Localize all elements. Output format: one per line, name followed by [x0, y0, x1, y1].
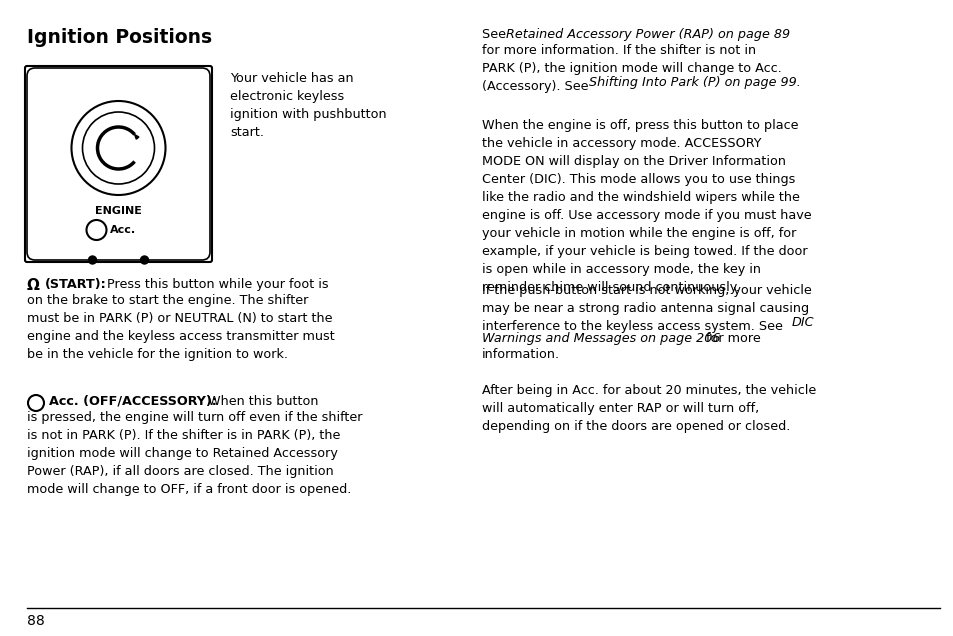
Text: Retained Accessory Power (RAP) on page 89: Retained Accessory Power (RAP) on page 8…: [505, 28, 789, 41]
Text: for more information. If the shifter is not in
PARK (P), the ignition mode will : for more information. If the shifter is …: [481, 44, 781, 93]
Text: is pressed, the engine will turn off even if the shifter
is not in PARK (P). If : is pressed, the engine will turn off eve…: [27, 411, 362, 496]
Text: When the engine is off, press this button to place
the vehicle in accessory mode: When the engine is off, press this butto…: [481, 119, 811, 294]
Text: for more: for more: [701, 332, 760, 345]
Text: Press this button while your foot is: Press this button while your foot is: [103, 278, 328, 291]
Text: Your vehicle has an
electronic keyless
ignition with pushbutton
start.: Your vehicle has an electronic keyless i…: [230, 72, 386, 139]
Text: If the push-button start is not working, your vehicle
may be near a strong radio: If the push-button start is not working,…: [481, 284, 811, 333]
Text: When this button: When this button: [204, 395, 318, 408]
Text: ENGINE: ENGINE: [95, 206, 142, 216]
Text: Acc. (OFF/ACCESSORY):: Acc. (OFF/ACCESSORY):: [49, 395, 216, 408]
Text: Ω: Ω: [27, 278, 40, 293]
Text: Acc.: Acc.: [111, 225, 136, 235]
Text: Ignition Positions: Ignition Positions: [27, 28, 212, 47]
FancyBboxPatch shape: [27, 68, 210, 260]
Text: After being in Acc. for about 20 minutes, the vehicle
will automatically enter R: After being in Acc. for about 20 minutes…: [481, 384, 816, 433]
Text: Shifting Into Park (P) on page 99.: Shifting Into Park (P) on page 99.: [588, 76, 800, 89]
Text: DIC: DIC: [791, 316, 814, 329]
Polygon shape: [134, 134, 139, 139]
FancyBboxPatch shape: [25, 66, 212, 262]
Text: Warnings and Messages on page 206: Warnings and Messages on page 206: [481, 332, 720, 345]
Text: See: See: [481, 28, 510, 41]
Circle shape: [140, 256, 149, 264]
Text: information.: information.: [481, 348, 559, 361]
Circle shape: [89, 256, 96, 264]
Text: on the brake to start the engine. The shifter
must be in PARK (P) or NEUTRAL (N): on the brake to start the engine. The sh…: [27, 294, 335, 361]
Text: (START):: (START):: [45, 278, 107, 291]
Text: 88: 88: [27, 614, 45, 628]
